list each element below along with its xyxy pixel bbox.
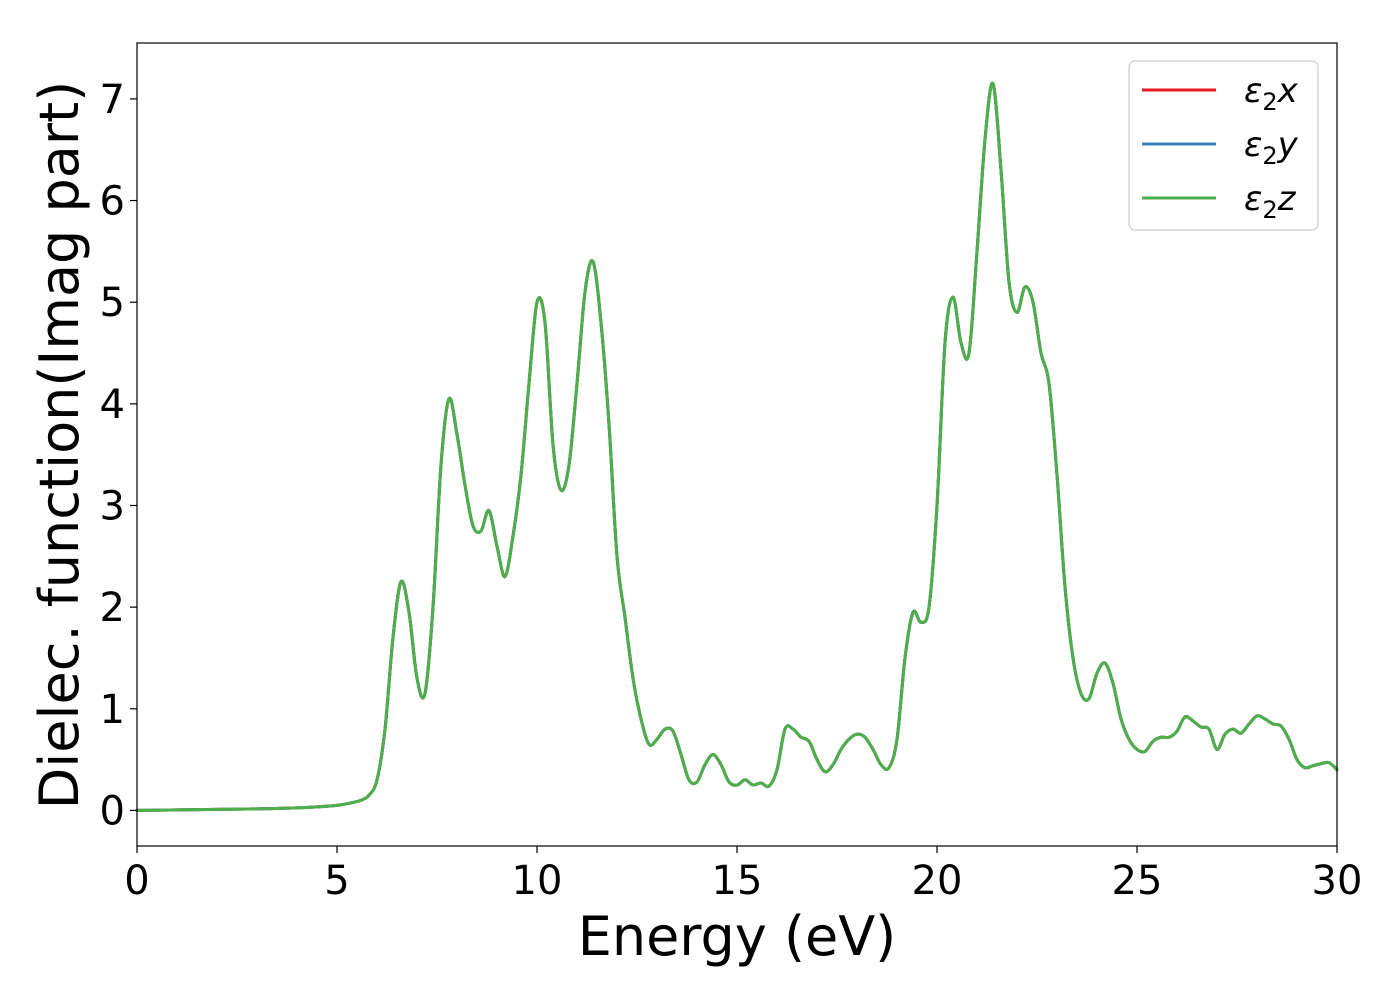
series-line-3	[135, 81, 1339, 812]
legend-symbol: ε	[1244, 179, 1262, 219]
legend-axis: z	[1277, 179, 1297, 219]
y-tick-label: 1	[100, 687, 125, 733]
x-tick-label: 25	[1112, 858, 1163, 904]
x-tick-label: 30	[1312, 858, 1363, 904]
legend-axis: y	[1277, 125, 1299, 165]
y-axis-label: Dielec. function(Imag part)	[28, 81, 91, 810]
x-axis-label: Energy (eV)	[578, 905, 897, 968]
legend-frame	[1128, 60, 1319, 231]
legend-label-x: ε2x	[1244, 71, 1299, 116]
legend-subscript: 2	[1262, 196, 1277, 224]
x-tick-label: 10	[512, 858, 563, 904]
legend-subscript: 2	[1262, 88, 1277, 116]
legend-symbol: ε	[1244, 71, 1262, 111]
legend-label-z: ε2z	[1244, 179, 1297, 224]
legend-symbol: ε	[1244, 125, 1262, 165]
y-tick-label: 3	[100, 483, 125, 529]
y-tick-label: 4	[100, 382, 125, 428]
x-tick-label: 5	[324, 858, 349, 904]
x-tick-label: 20	[912, 858, 963, 904]
x-tick-label: 15	[712, 858, 763, 904]
y-tick-label: 2	[100, 585, 125, 631]
y-tick-label: 6	[100, 179, 125, 225]
y-tick-label: 0	[100, 788, 125, 834]
series-layer	[135, 81, 1339, 812]
y-axis-ticks: 0 1 2 3 4 5 6 7	[100, 77, 137, 834]
legend-subscript: 2	[1262, 142, 1277, 170]
x-axis-ticks: 0 5 10 15 20 25 30	[124, 846, 1362, 904]
legend-axis: x	[1277, 71, 1299, 111]
y-tick-label: 7	[100, 77, 125, 123]
x-tick-label: 0	[124, 858, 149, 904]
y-tick-label: 5	[100, 280, 125, 326]
legend-label-y: ε2y	[1244, 125, 1299, 170]
